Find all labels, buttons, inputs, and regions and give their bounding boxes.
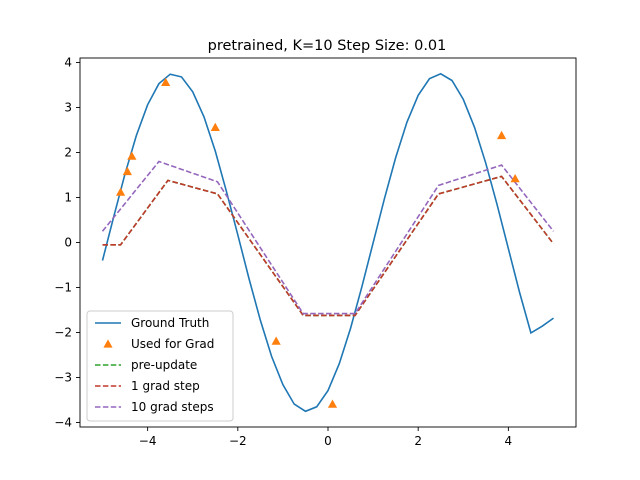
chart-title: pretrained, K=10 Step Size: 0.01 [208,38,447,54]
x-tick-label: −4 [139,434,157,448]
y-tick-label: 4 [64,56,72,70]
legend-label: pre-update [131,358,197,372]
grad-point-marker [127,151,137,160]
grad-point-marker [210,122,220,131]
x-tick-label: 0 [324,434,332,448]
legend: Ground Truth Used for Grad pre-update 1 gra… [86,310,234,422]
grad-point-marker [510,174,520,183]
y-tick-label: −3 [54,371,72,385]
series-line-pre-update [102,175,555,317]
legend-swatch [103,339,113,348]
grad-point-marker [122,166,132,176]
x-tick-label: −2 [229,434,247,448]
y-tick-label: 1 [64,191,72,205]
axes: −4 −2 0 2 4 −4 −3 −2 −1 0 1 2 3 4 [54,56,577,448]
series-line-10-grad-steps [101,160,555,315]
legend-label: Used for Grad [131,337,214,351]
plot-area [101,72,555,413]
legend-box [86,310,234,422]
series-line-1-grad-step [102,175,555,317]
y-tick-label: −1 [54,281,72,295]
x-tick-label: 4 [505,434,513,448]
y-tick-label: 0 [64,236,72,250]
grad-point-marker [497,130,507,140]
y-tick-label: 3 [64,101,72,115]
legend-label: Ground Truth [131,316,209,330]
legend-label: 1 grad step [131,379,200,393]
grad-point-marker [327,399,338,408]
y-tick-label: −4 [54,416,72,430]
y-tick-label: −2 [54,326,72,340]
legend-label: 10 grad steps [131,400,214,414]
grad-point-marker [271,336,281,345]
grad-point-marker [161,77,171,86]
x-tick-label: 2 [414,434,422,448]
y-tick-label: 2 [64,146,72,160]
grad-point-marker [115,187,126,196]
series-line-ground-truth [101,72,554,413]
